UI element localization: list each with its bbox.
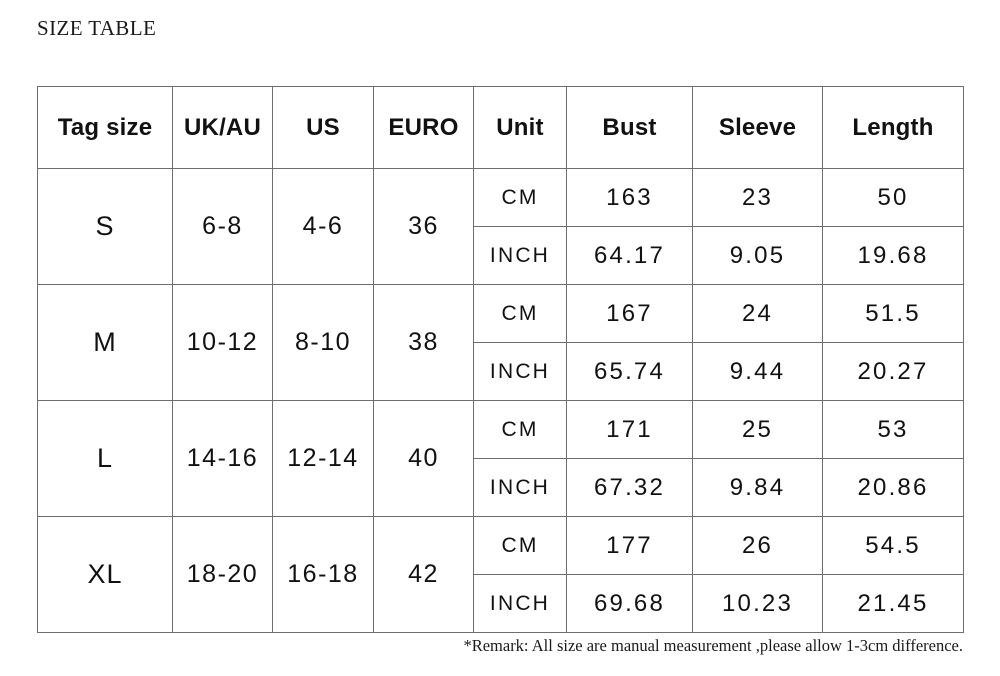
cell-unit-inch: INCH <box>473 226 567 285</box>
cell-uk-au: 10-12 <box>172 284 273 401</box>
table-body: S 6-8 4-6 36 CM 163 23 50 INCH 64.17 9.0… <box>37 168 964 633</box>
cell-uk-au: 18-20 <box>172 516 273 633</box>
cell-sleeve-cm: 26 <box>692 516 823 575</box>
column-header-uk-au: UK/AU <box>172 86 273 169</box>
cell-length-cm: 50 <box>822 168 964 227</box>
table-row: INCH 69.68 10.23 21.45 <box>38 574 964 633</box>
cell-euro: 40 <box>373 400 474 517</box>
cell-bust-cm: 163 <box>566 168 693 227</box>
cell-length-inch: 20.27 <box>822 342 964 401</box>
cell-unit-cm: CM <box>473 284 567 343</box>
cell-us: 4-6 <box>272 168 374 285</box>
cell-sleeve-inch: 9.44 <box>692 342 823 401</box>
table-row: M 10-12 8-10 38 CM 167 24 51.5 <box>37 284 964 401</box>
column-header-unit: Unit <box>473 86 567 169</box>
cell-euro: 36 <box>373 168 474 285</box>
cell-unit-cm: CM <box>473 168 567 227</box>
cell-length-inch: 19.68 <box>822 226 964 285</box>
cell-length-cm: 53 <box>822 400 964 459</box>
table-row: INCH 64.17 9.05 19.68 <box>38 226 964 285</box>
size-table: Tag size UK/AU US EURO Unit Bust Sleeve … <box>37 86 964 633</box>
column-header-length: Length <box>822 86 964 169</box>
table-row: INCH 65.74 9.44 20.27 <box>38 342 964 401</box>
column-header-bust: Bust <box>566 86 693 169</box>
table-row: S 6-8 4-6 36 CM 163 23 50 <box>37 168 964 285</box>
table-row: XL 18-20 16-18 42 CM 177 26 54.5 <box>37 516 964 633</box>
cell-bust-inch: 67.32 <box>566 458 693 517</box>
column-header-us: US <box>272 86 374 169</box>
cell-unit-inch: INCH <box>473 574 567 633</box>
cell-sleeve-inch: 9.84 <box>692 458 823 517</box>
cell-sleeve-cm: 25 <box>692 400 823 459</box>
cell-length-inch: 21.45 <box>822 574 964 633</box>
cell-length-cm: 51.5 <box>822 284 964 343</box>
column-header-sleeve: Sleeve <box>692 86 823 169</box>
cell-tag-size: L <box>37 400 173 517</box>
cell-sleeve-cm: 23 <box>692 168 823 227</box>
cell-unit-cm: CM <box>473 400 567 459</box>
cell-sleeve-inch: 9.05 <box>692 226 823 285</box>
cell-us: 16-18 <box>272 516 374 633</box>
cell-bust-cm: 167 <box>566 284 693 343</box>
cell-bust-cm: 177 <box>566 516 693 575</box>
cell-bust-cm: 171 <box>566 400 693 459</box>
cell-unit-inch: INCH <box>473 342 567 401</box>
cell-length-cm: 54.5 <box>822 516 964 575</box>
table-header-row: Tag size UK/AU US EURO Unit Bust Sleeve … <box>37 86 964 169</box>
cell-tag-size: XL <box>37 516 173 633</box>
cell-sleeve-cm: 24 <box>692 284 823 343</box>
size-table-container: Tag size UK/AU US EURO Unit Bust Sleeve … <box>37 86 964 633</box>
cell-us: 12-14 <box>272 400 374 517</box>
column-header-tag-size: Tag size <box>37 86 173 169</box>
cell-sleeve-inch: 10.23 <box>692 574 823 633</box>
cell-bust-inch: 65.74 <box>566 342 693 401</box>
cell-length-inch: 20.86 <box>822 458 964 517</box>
cell-tag-size: S <box>37 168 173 285</box>
cell-unit-cm: CM <box>473 516 567 575</box>
cell-bust-inch: 69.68 <box>566 574 693 633</box>
column-header-euro: EURO <box>373 86 474 169</box>
cell-unit-inch: INCH <box>473 458 567 517</box>
cell-uk-au: 6-8 <box>172 168 273 285</box>
cell-uk-au: 14-16 <box>172 400 273 517</box>
remark-note: *Remark: All size are manual measurement… <box>463 636 963 655</box>
cell-euro: 42 <box>373 516 474 633</box>
page-title: SIZE TABLE <box>37 16 157 40</box>
table-row: L 14-16 12-14 40 CM 171 25 53 <box>37 400 964 517</box>
cell-tag-size: M <box>37 284 173 401</box>
cell-us: 8-10 <box>272 284 374 401</box>
cell-euro: 38 <box>373 284 474 401</box>
table-header: Tag size UK/AU US EURO Unit Bust Sleeve … <box>37 86 964 169</box>
cell-bust-inch: 64.17 <box>566 226 693 285</box>
